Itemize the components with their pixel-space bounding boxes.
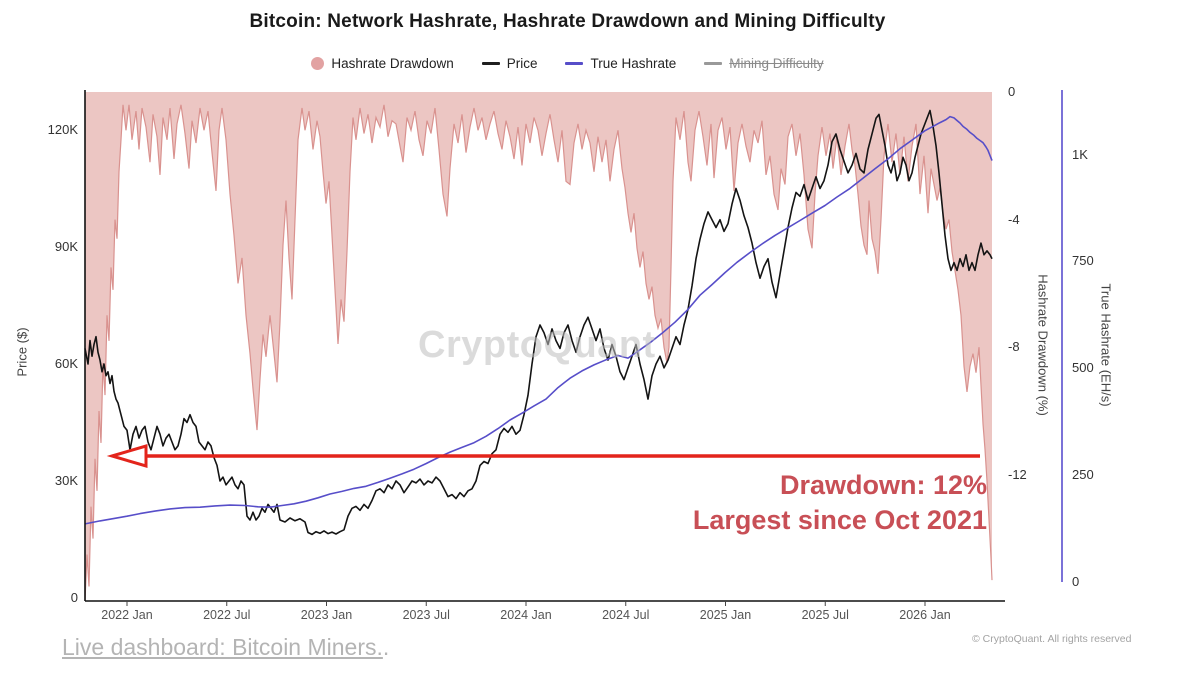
hashrate-tick-label: 750 — [1072, 253, 1094, 269]
drawdown-tick-label: -12 — [1008, 466, 1027, 482]
x-tick-marks — [126, 601, 926, 606]
legend-item-true-hashrate[interactable]: True Hashrate — [565, 56, 676, 71]
annotation-line-1: Drawdown: 12% — [779, 470, 987, 500]
legend-item-label: Mining Difficulty — [729, 56, 824, 71]
price-line — [84, 109, 993, 536]
drawdown-annotation-text: Drawdown: 12% Largest since Oct 2021 — [693, 468, 987, 538]
true-hashrate-line — [84, 115, 993, 525]
live-dashboard-link-row: Live dashboard: Bitcoin Miners.. — [62, 634, 389, 661]
x-tick-label: 2024 Jan — [500, 608, 552, 622]
price-axis-title: Price ($) — [14, 327, 30, 377]
drawdown-axis-title: Hashrate Drawdown (%) — [1035, 274, 1051, 416]
hashrate-axis-title: True Hashrate (EH/s) — [1098, 283, 1114, 407]
copyright-text: © CryptoQuant. All rights reserved — [972, 633, 1132, 645]
drawdown-annotation-arrow — [106, 443, 980, 469]
x-tick-label: 2025 Jan — [699, 608, 752, 622]
cryptoquant-watermark: CryptoQuant — [418, 324, 656, 366]
drawdown-tick-label: -4 — [1008, 211, 1020, 227]
legend-dash-icon — [565, 62, 584, 65]
legend-dash-icon — [704, 62, 723, 65]
annotation-line-2: Largest since Oct 2021 — [692, 505, 987, 535]
x-tick-label: 2023 Jan — [300, 608, 353, 622]
legend-item-label: True Hashrate — [590, 56, 677, 71]
legend-dot-icon — [311, 57, 325, 70]
legend-item-label: Hashrate Drawdown — [331, 56, 454, 71]
drawdown-tick-label: -8 — [1008, 339, 1020, 355]
legend-item-price[interactable]: Price — [481, 56, 538, 71]
legend-item-mining-difficulty[interactable]: Mining Difficulty — [704, 56, 824, 71]
legend-item-hashrate-drawdown[interactable]: Hashrate Drawdown — [311, 56, 454, 71]
hashrate-tick-label: 0 — [1072, 574, 1080, 589]
link-suffix: . — [382, 634, 390, 660]
legend-dash-icon — [481, 62, 500, 65]
hashrate-tick-label: 250 — [1072, 467, 1094, 483]
hashrate-tick-label: 500 — [1072, 360, 1094, 376]
x-tick-label: 2022 Jul — [203, 608, 251, 622]
hashrate-drawdown-edge — [84, 104, 993, 602]
hashrate-tick-label: 1K — [1072, 146, 1088, 162]
x-tick-label: 2023 Jul — [402, 608, 450, 622]
page-title: Bitcoin: Network Hashrate, Hashrate Draw… — [249, 11, 886, 32]
x-tick-label: 2026 Jan — [899, 608, 951, 622]
price-tick-label: 30K — [54, 473, 78, 488]
drawdown-tick-label: 0 — [1008, 84, 1016, 99]
x-tick-label: 2025 Jul — [801, 608, 849, 622]
x-tick-label: 2024 Jul — [602, 608, 650, 622]
price-tick-label: 120K — [47, 122, 78, 137]
x-tick-label: 2022 Jan — [101, 608, 153, 622]
price-tick-label: 90K — [54, 239, 78, 254]
live-dashboard-link[interactable]: Live dashboard: Bitcoin Miners. — [62, 634, 383, 660]
legend: Hashrate Drawdown Price True Hashrate Minin… — [0, 56, 1135, 71]
legend-item-label: Price — [506, 56, 538, 71]
price-tick-label: 60K — [54, 356, 78, 371]
price-tick-label: 0 — [70, 590, 78, 605]
